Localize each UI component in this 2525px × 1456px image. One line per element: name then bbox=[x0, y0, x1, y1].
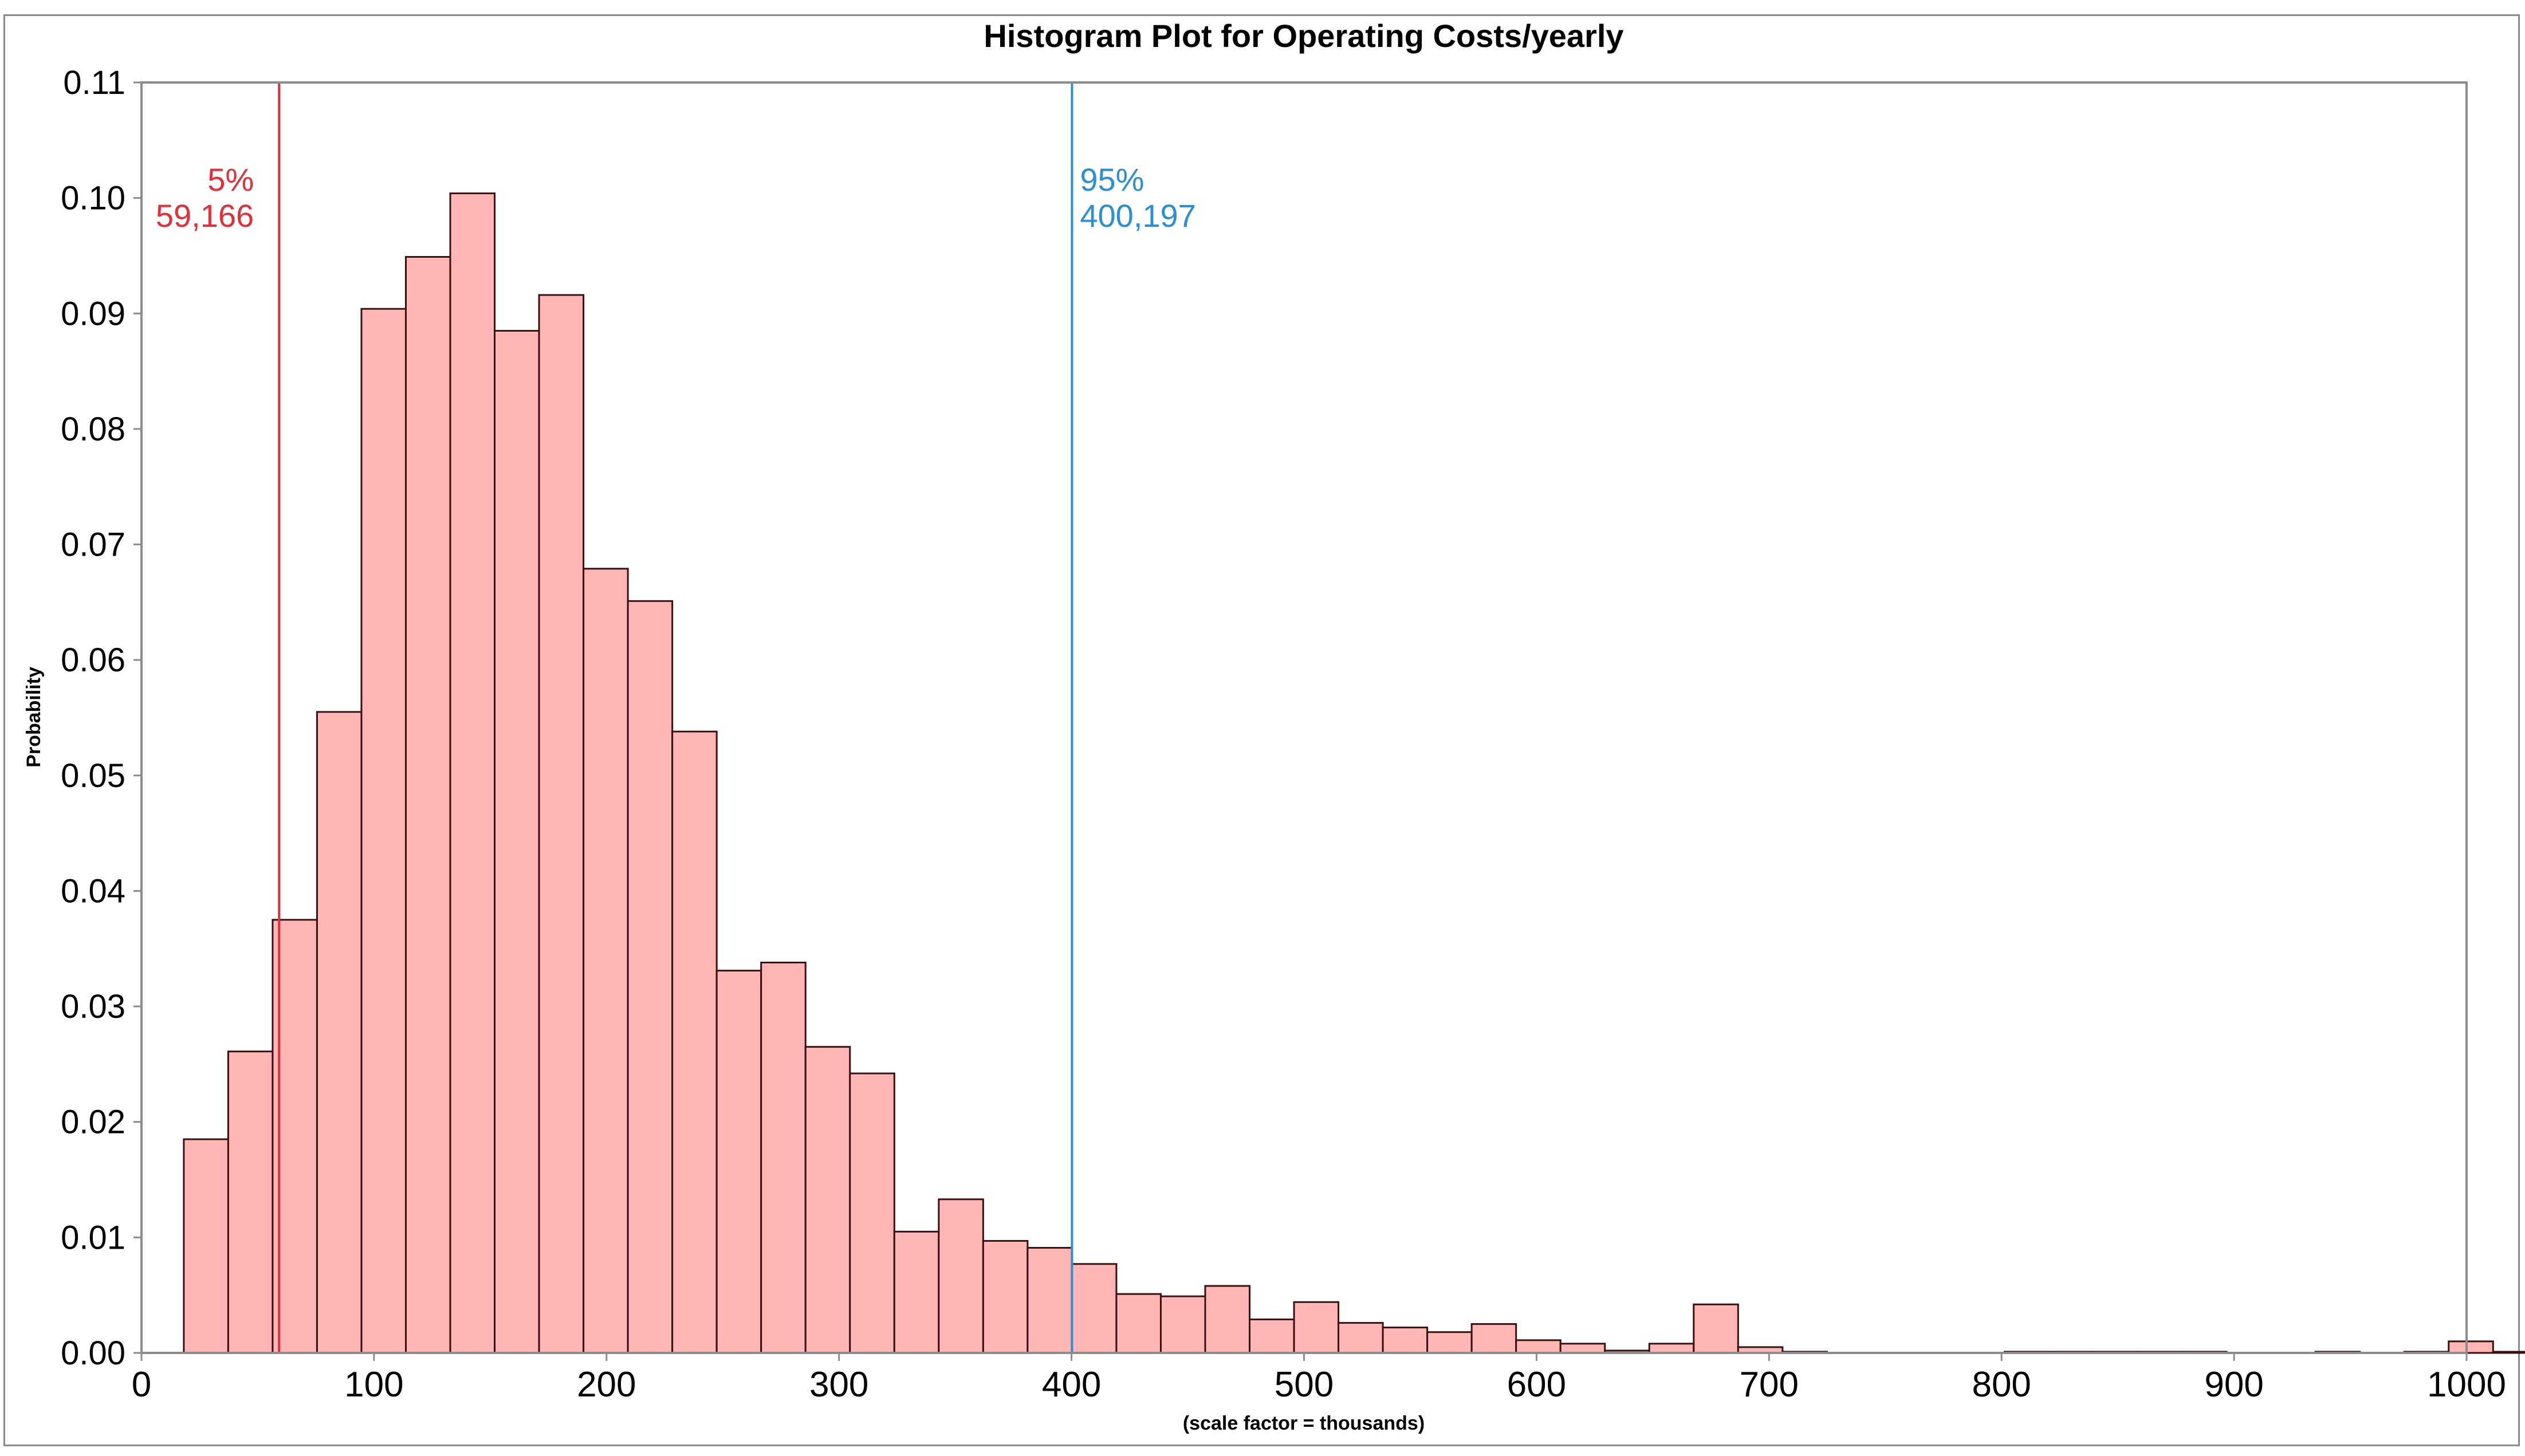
histogram-bar bbox=[183, 1138, 229, 1354]
histogram-bar bbox=[1338, 1322, 1384, 1354]
histogram-bar bbox=[938, 1198, 984, 1354]
y-tick-label: 0.01 bbox=[61, 1219, 125, 1256]
y-tick-label: 0.10 bbox=[61, 180, 125, 217]
histogram-bar bbox=[760, 961, 807, 1354]
y-tick-label: 0.11 bbox=[63, 64, 125, 101]
histogram-bar bbox=[2448, 1340, 2494, 1354]
x-tick-label: 200 bbox=[577, 1365, 636, 1404]
histogram-bar bbox=[1026, 1247, 1073, 1354]
x-tick-label: 700 bbox=[1740, 1365, 1799, 1404]
p5-value-label: 59,166 bbox=[156, 198, 254, 234]
histogram-bar bbox=[1648, 1343, 1695, 1354]
y-tick-label: 0.07 bbox=[61, 526, 125, 564]
y-axis-label: Probability bbox=[23, 667, 45, 768]
y-tick-label: 0.05 bbox=[61, 757, 125, 794]
histogram-bar bbox=[715, 970, 762, 1354]
x-tick-label: 500 bbox=[1275, 1365, 1334, 1404]
x-axis-ticks: 0 100 200 300 400 500 600 700 800 900 1000 bbox=[132, 1353, 2506, 1404]
x-tick-label: 900 bbox=[2204, 1365, 2263, 1404]
y-tick-label: 0.02 bbox=[61, 1104, 125, 1141]
histogram-bar bbox=[1293, 1301, 1340, 1354]
histogram-bar bbox=[316, 711, 363, 1354]
histogram-bar bbox=[982, 1239, 1029, 1354]
histogram-bar bbox=[1115, 1293, 1162, 1354]
x-tick-label: 400 bbox=[1042, 1365, 1101, 1404]
histogram-bar bbox=[1159, 1295, 1206, 1354]
histogram-bar bbox=[405, 255, 451, 1354]
x-tick-label: 300 bbox=[809, 1365, 868, 1404]
y-tick-label: 0.03 bbox=[61, 988, 125, 1025]
x-tick-label: 800 bbox=[1972, 1365, 2031, 1404]
histogram-bar bbox=[893, 1230, 940, 1354]
histogram-bar bbox=[449, 192, 496, 1354]
histogram-bar bbox=[671, 730, 718, 1354]
histogram-bar bbox=[627, 600, 674, 1354]
y-tick-label: 0.09 bbox=[61, 295, 125, 332]
chart-frame bbox=[3, 14, 2520, 1446]
histogram-bar bbox=[227, 1050, 274, 1354]
histogram-bar bbox=[849, 1072, 895, 1354]
histogram-bar bbox=[1204, 1285, 1251, 1354]
x-axis-label: (scale factor = thousands) bbox=[1183, 1412, 1425, 1434]
percentile-lines: 5%59,166 95%400,197 bbox=[156, 82, 1196, 1353]
y-axis-ticks: 0.00 0.01 0.02 0.03 0.04 0.05 0.06 0.07 0.08 0.09… bbox=[61, 64, 141, 1372]
histogram-bar bbox=[1515, 1339, 1562, 1354]
histogram-bar bbox=[1470, 1323, 1517, 1354]
histogram-bar bbox=[494, 330, 540, 1354]
y-tick-label: 0.04 bbox=[61, 872, 125, 910]
histogram-bar bbox=[360, 308, 407, 1354]
y-tick-label: 0.08 bbox=[61, 411, 125, 448]
x-tick-label: 600 bbox=[1507, 1365, 1566, 1404]
y-tick-label: 0.06 bbox=[61, 642, 125, 679]
x-tick-label: 1000 bbox=[2427, 1365, 2506, 1404]
histogram-bar bbox=[583, 568, 629, 1354]
x-tick-label: 100 bbox=[344, 1365, 403, 1404]
y-tick-label: 0.00 bbox=[61, 1335, 125, 1372]
histogram-bars bbox=[183, 192, 2525, 1354]
p95-value-label: 400,197 bbox=[1080, 198, 1195, 234]
histogram-bar bbox=[2492, 1351, 2525, 1354]
histogram-bar bbox=[1426, 1331, 1473, 1354]
histogram-bar bbox=[1693, 1303, 1739, 1354]
histogram-bar bbox=[804, 1046, 851, 1354]
histogram-bar bbox=[1559, 1343, 1606, 1354]
p5-percent-label: 5% bbox=[207, 162, 254, 198]
p95-percent-label: 95% bbox=[1080, 162, 1144, 198]
plot-area-border bbox=[140, 81, 2468, 1354]
x-tick-label: 0 bbox=[132, 1365, 151, 1404]
histogram-bar bbox=[1382, 1327, 1429, 1354]
histogram-bar bbox=[1249, 1319, 1295, 1354]
histogram-bar bbox=[1071, 1263, 1118, 1354]
histogram-bar bbox=[538, 294, 585, 1354]
chart-title: Histogram Plot for Operating Costs/yearl… bbox=[984, 18, 1623, 54]
